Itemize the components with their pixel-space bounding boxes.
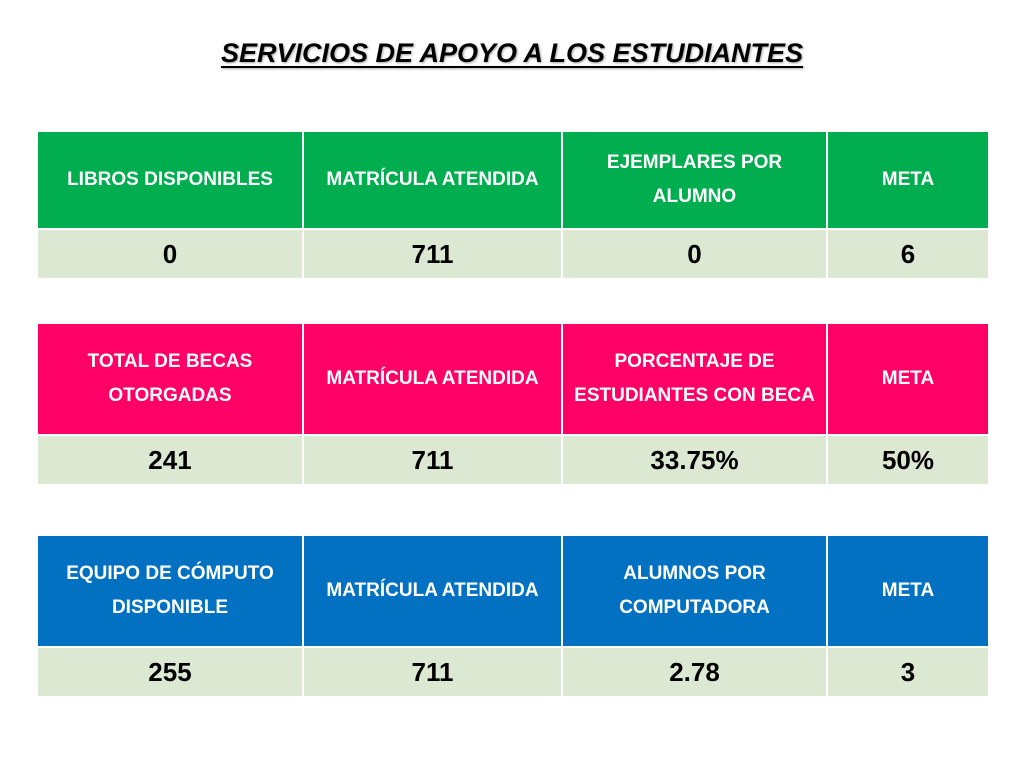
header-cell-percentage-with-scholarship: PORCENTAJE DE ESTUDIANTES CON BECA [561,322,828,436]
header-cell-enrollment: MATRÍCULA ATENDIDA [302,534,563,648]
header-cell-enrollment: MATRÍCULA ATENDIDA [302,322,563,436]
table-header-row: EQUIPO DE CÓMPUTO DISPONIBLE MATRÍCULA A… [36,534,990,648]
value-cell-available-computers: 255 [36,646,304,698]
header-cell-copies-per-student: EJEMPLARES POR ALUMNO [561,130,828,230]
value-cell-available-books: 0 [36,228,304,280]
value-cell-goal: 3 [826,646,990,698]
table-header-row: LIBROS DISPONIBLES MATRÍCULA ATENDIDA EJ… [36,130,990,230]
library-books-table: LIBROS DISPONIBLES MATRÍCULA ATENDIDA EJ… [36,130,990,280]
header-cell-available-books: LIBROS DISPONIBLES [36,130,304,230]
value-cell-enrollment: 711 [302,228,563,280]
table-row: 241 711 33.75% 50% [36,434,990,486]
value-cell-percentage-with-scholarship: 33.75% [561,434,828,486]
scholarships-table: TOTAL DE BECAS OTORGADAS MATRÍCULA ATEND… [36,322,990,486]
header-cell-goal: META [826,130,990,230]
header-cell-students-per-computer: ALUMNOS POR COMPUTADORA [561,534,828,648]
value-cell-enrollment: 711 [302,434,563,486]
header-cell-total-scholarships: TOTAL DE BECAS OTORGADAS [36,322,304,436]
table-row: 255 711 2.78 3 [36,646,990,698]
table-header-row: TOTAL DE BECAS OTORGADAS MATRÍCULA ATEND… [36,322,990,436]
header-cell-goal: META [826,534,990,648]
header-cell-goal: META [826,322,990,436]
header-cell-enrollment: MATRÍCULA ATENDIDA [302,130,563,230]
page-title: SERVICIOS DE APOYO A LOS ESTUDIANTES [220,38,804,68]
computer-equipment-table: EQUIPO DE CÓMPUTO DISPONIBLE MATRÍCULA A… [36,534,990,698]
table-row: 0 711 0 6 [36,228,990,280]
value-cell-goal: 50% [826,434,990,486]
value-cell-enrollment: 711 [302,646,563,698]
value-cell-goal: 6 [826,228,990,280]
value-cell-students-per-computer: 2.78 [561,646,828,698]
value-cell-copies-per-student: 0 [561,228,828,280]
value-cell-total-scholarships: 241 [36,434,304,486]
header-cell-available-computers: EQUIPO DE CÓMPUTO DISPONIBLE [36,534,304,648]
